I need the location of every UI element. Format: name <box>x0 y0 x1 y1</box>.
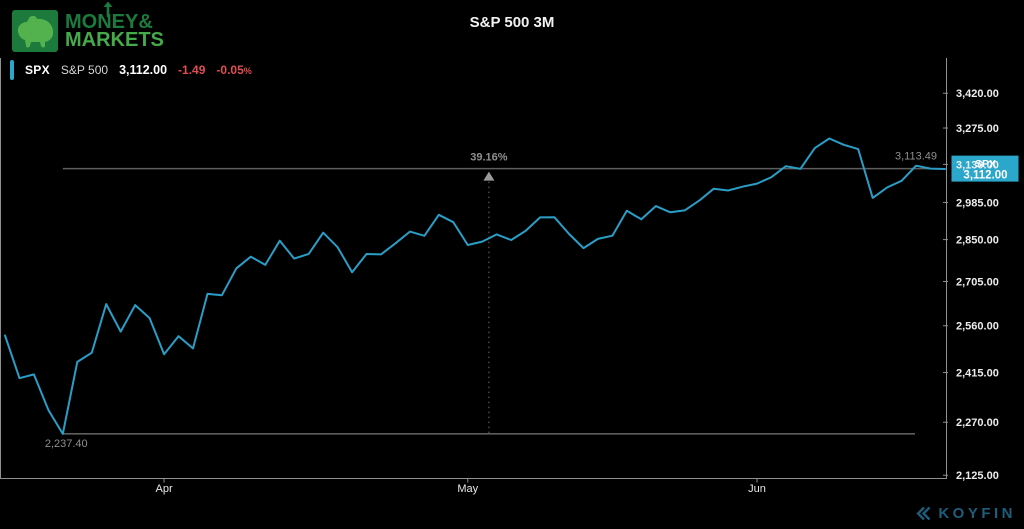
percent-sign: % <box>243 66 252 76</box>
legend-change: -1.49 <box>178 63 206 77</box>
legend-last-price: 3,112.00 <box>119 63 168 77</box>
price-line-series[interactable] <box>4 137 946 435</box>
y-axis-label: 3,130.00 <box>956 159 999 171</box>
low-label: 2,237.40 <box>45 438 88 450</box>
x-axis-label: Apr <box>156 483 173 495</box>
logo-markets-text: MARKETS <box>65 28 164 51</box>
y-axis-label: 3,420.00 <box>956 88 999 100</box>
koyfin-wordmark: KOYFIN <box>938 505 1016 522</box>
y-axis-label: 2,415.00 <box>956 368 999 380</box>
y-axis-label: 2,560.00 <box>956 321 999 333</box>
y-axis-label: 3,275.00 <box>956 123 999 135</box>
legend-change-pct: -0.05% <box>216 63 252 77</box>
price-badge-value: 3,112.00 <box>963 170 1007 182</box>
legend-name: S&P 500 <box>60 63 109 77</box>
logo-line1: MONEY& <box>65 1 164 33</box>
x-axis-label: Jun <box>748 483 766 495</box>
y-axis-label: 2,270.00 <box>956 417 999 429</box>
legend-accent-bar <box>10 60 14 80</box>
bull-icon <box>12 10 58 52</box>
price-badge-ticker: SPX <box>975 158 996 170</box>
page-title: S&P 500 3M <box>469 14 555 31</box>
prev-close-label: 3,113.49 <box>895 151 937 163</box>
ticker-legend[interactable]: SPX S&P 500 3,112.00 -1.49 -0.05% <box>10 60 252 80</box>
y-axis-label: 2,985.00 <box>956 197 999 209</box>
up-arrowhead-icon <box>483 171 495 181</box>
y-axis-label: 2,850.00 <box>956 235 999 247</box>
y-axis-label: 2,125.00 <box>956 470 999 482</box>
koyfin-chevrons-icon <box>916 506 931 521</box>
price-badge[interactable] <box>951 155 1019 182</box>
logo-money-text: MONEY& <box>65 10 153 33</box>
x-axis-label: May <box>457 483 478 495</box>
up-arrow-icon <box>103 1 113 17</box>
koyfin-logo: KOYFIN <box>915 505 1016 522</box>
money-markets-logo: MONEY& MARKETS <box>12 1 164 52</box>
legend-ticker: SPX <box>25 63 50 77</box>
pct-change-label: 39.16% <box>470 152 508 164</box>
y-axis-label: 2,705.00 <box>956 277 999 289</box>
